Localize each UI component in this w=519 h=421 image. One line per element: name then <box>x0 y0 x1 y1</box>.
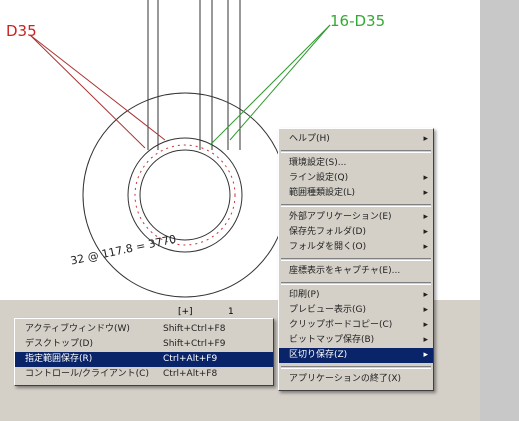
label-right: 16-D35 <box>330 12 385 30</box>
menu-item[interactable]: アプリケーションの終了(X) <box>279 372 433 387</box>
menu-label: アクティブウィンドウ(W) <box>25 324 130 334</box>
menu-label: 範囲種類設定(L) <box>289 188 356 198</box>
menu-label: クリップボードコピー(C) <box>289 320 393 330</box>
submenu-arrow: ▸ <box>423 320 428 330</box>
sub-menu: アクティブウィンドウ(W) Shift+Ctrl+F8 デスクトップ(D) Shift… <box>14 318 274 386</box>
menu-item[interactable]: 印刷(P) ▸ <box>279 288 433 303</box>
menu-item[interactable]: クリップボードコピー(C) ▸ <box>279 318 433 333</box>
menu-label: 保存先フォルダ(D) <box>289 227 366 237</box>
submenu-arrow: ▸ <box>423 188 428 198</box>
submenu-arrow: ▸ <box>423 173 428 183</box>
menu-item[interactable]: ライン設定(Q) ▸ <box>279 171 433 186</box>
menu-separator <box>281 258 431 261</box>
menu-item[interactable]: ヘルプ(H) ▸ <box>279 132 433 147</box>
menu-label: アプリケーションの終了(X) <box>289 374 402 384</box>
menu-label: 座標表示をキャプチャ(E)... <box>289 266 401 276</box>
menu-item[interactable]: フォルダを開く(O) ▸ <box>279 240 433 255</box>
menu-label: 指定範囲保存(R) <box>25 354 93 364</box>
label-left: D35 <box>6 22 37 40</box>
menu-shortcut: Shift+Ctrl+F9 <box>163 339 226 349</box>
submenu-arrow: ▸ <box>423 290 428 300</box>
context-menu: ヘルプ(H) ▸ 環境設定(S)... ライン設定(Q) ▸ 範囲種類設定(L) ▸ 外部アプ… <box>278 128 434 391</box>
submenu-arrow: ▸ <box>423 335 428 345</box>
menu-item[interactable]: アクティブウィンドウ(W) Shift+Ctrl+F8 <box>15 322 273 337</box>
submenu-arrow: ▸ <box>423 212 428 222</box>
menu-item[interactable]: 範囲種類設定(L) ▸ <box>279 186 433 201</box>
submenu-arrow: ▸ <box>423 227 428 237</box>
menu-item[interactable]: コントロール/クライアント(C) Ctrl+Alt+F8 <box>15 367 273 382</box>
menu-label: 印刷(P) <box>289 290 320 300</box>
submenu-arrow: ▸ <box>423 305 428 315</box>
menu-shortcut: Shift+Ctrl+F8 <box>163 324 226 334</box>
tab[interactable]: 1 <box>228 307 234 317</box>
menu-item[interactable]: 外部アプリケーション(E) ▸ <box>279 210 433 225</box>
menu-label: ライン設定(Q) <box>289 173 349 183</box>
menu-item[interactable]: ビットマップ保存(B) ▸ <box>279 333 433 348</box>
menu-label: 区切り保存(Z) <box>289 350 348 360</box>
menu-separator <box>281 150 431 153</box>
menu-item[interactable]: プレビュー表示(G) ▸ <box>279 303 433 318</box>
menu-label: フォルダを開く(O) <box>289 242 367 252</box>
menu-item[interactable]: 保存先フォルダ(D) ▸ <box>279 225 433 240</box>
menu-label: 環境設定(S)... <box>289 158 347 168</box>
submenu-arrow: ▸ <box>423 350 428 360</box>
menu-label: 外部アプリケーション(E) <box>289 212 392 222</box>
menu-label: コントロール/クライアント(C) <box>25 369 149 379</box>
menu-separator <box>281 204 431 207</box>
menu-item[interactable]: 環境設定(S)... <box>279 156 433 171</box>
menu-item[interactable]: 指定範囲保存(R) Ctrl+Alt+F9 <box>15 352 273 367</box>
menu-shortcut: Ctrl+Alt+F9 <box>163 354 218 364</box>
menu-item[interactable]: デスクトップ(D) Shift+Ctrl+F9 <box>15 337 273 352</box>
submenu-arrow: ▸ <box>423 242 428 252</box>
menu-separator <box>281 282 431 285</box>
menu-label: プレビュー表示(G) <box>289 305 366 315</box>
menu-shortcut: Ctrl+Alt+F8 <box>163 369 218 379</box>
menu-item[interactable]: 区切り保存(Z) ▸ <box>279 348 433 363</box>
dimension-label: 32 @ 117.8 = 3770 <box>69 233 177 268</box>
menu-label: ビットマップ保存(B) <box>289 335 375 345</box>
menu-separator <box>281 366 431 369</box>
toolbar <box>480 0 519 421</box>
menu-label: ヘルプ(H) <box>289 134 330 144</box>
submenu-arrow: ▸ <box>423 134 428 144</box>
menu-item[interactable]: 座標表示をキャプチャ(E)... <box>279 264 433 279</box>
menu-label: デスクトップ(D) <box>25 339 93 349</box>
tab[interactable]: [+] <box>178 307 193 317</box>
